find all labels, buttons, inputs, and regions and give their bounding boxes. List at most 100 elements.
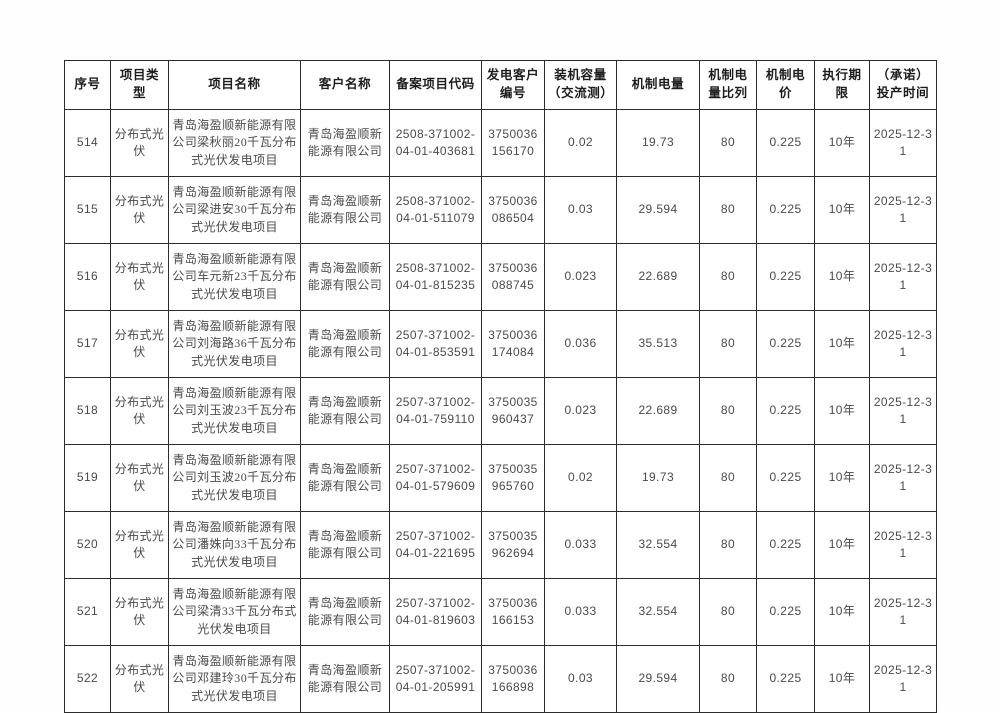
cell-capacity: 0.03: [544, 176, 617, 244]
cell-record-code: 2508-371002-04-01-511079: [389, 176, 482, 244]
cell-seq: 516: [64, 243, 111, 311]
column-header-term: 执行期限: [814, 60, 870, 110]
cell-customer-number: 3750036166898: [481, 645, 545, 713]
project-registry-table: 序号 项目类型 项目名称 客户名称 备案项目代码 发电客户编号 装机容量（交流测…: [64, 60, 937, 713]
cell-customer-number: 3750035965760: [481, 444, 545, 512]
cell-term: 10年: [814, 645, 870, 713]
cell-customer-name: 青岛海盈顺新能源有限公司: [300, 109, 390, 177]
cell-capacity: 0.02: [544, 109, 617, 177]
cell-commission-date: 2025-12-31: [869, 243, 937, 311]
cell-commission-date: 2025-12-31: [869, 511, 937, 579]
cell-mechanism-energy: 19.73: [616, 109, 700, 177]
cell-seq: 522: [64, 645, 111, 713]
column-header-mechanism-energy: 机制电量: [616, 60, 700, 110]
cell-project-name: 青岛海盈顺新能源有限公司梁秋丽20千瓦分布式光伏发电项目: [168, 109, 301, 177]
cell-seq: 518: [64, 377, 111, 445]
table-row: 516 分布式光伏 青岛海盈顺新能源有限公司车元新23千瓦分布式光伏发电项目 青岛海盈…: [64, 243, 937, 311]
cell-record-code: 2507-371002-04-01-579609: [389, 444, 482, 512]
column-header-project-name: 项目名称: [168, 60, 301, 110]
cell-customer-number: 3750036174084: [481, 310, 545, 378]
cell-customer-name: 青岛海盈顺新能源有限公司: [300, 511, 390, 579]
cell-customer-name: 青岛海盈顺新能源有限公司: [300, 310, 390, 378]
cell-term: 10年: [814, 109, 870, 177]
cell-mechanism-energy: 32.554: [616, 578, 700, 646]
table-row: 515 分布式光伏 青岛海盈顺新能源有限公司梁进安30千瓦分布式光伏发电项目 青岛海盈…: [64, 176, 937, 244]
cell-project-type: 分布式光伏: [110, 645, 169, 713]
cell-mechanism-energy: 29.594: [616, 176, 700, 244]
column-header-capacity: 装机容量（交流测）: [544, 60, 617, 110]
cell-term: 10年: [814, 310, 870, 378]
header-row: 序号 项目类型 项目名称 客户名称 备案项目代码 发电客户编号 装机容量（交流测…: [64, 60, 937, 110]
cell-mechanism-energy: 35.513: [616, 310, 700, 378]
cell-commission-date: 2025-12-31: [869, 176, 937, 244]
cell-project-name: 青岛海盈顺新能源有限公司刘玉波20千瓦分布式光伏发电项目: [168, 444, 301, 512]
cell-project-type: 分布式光伏: [110, 377, 169, 445]
cell-term: 10年: [814, 444, 870, 512]
cell-mechanism-ratio: 80: [699, 243, 757, 311]
cell-customer-name: 青岛海盈顺新能源有限公司: [300, 243, 390, 311]
cell-commission-date: 2025-12-31: [869, 310, 937, 378]
cell-mechanism-energy: 19.73: [616, 444, 700, 512]
column-header-customer-number: 发电客户编号: [481, 60, 545, 110]
table-row: 521 分布式光伏 青岛海盈顺新能源有限公司梁清33千瓦分布式光伏发电项目 青岛海盈顺…: [64, 578, 937, 646]
cell-mechanism-price: 0.225: [756, 176, 815, 244]
cell-term: 10年: [814, 511, 870, 579]
cell-project-name: 青岛海盈顺新能源有限公司潘姝向33千瓦分布式光伏发电项目: [168, 511, 301, 579]
cell-mechanism-ratio: 80: [699, 645, 757, 713]
cell-capacity: 0.033: [544, 578, 617, 646]
cell-customer-number: 3750035962694: [481, 511, 545, 579]
cell-customer-number: 3750036156170: [481, 109, 545, 177]
cell-customer-name: 青岛海盈顺新能源有限公司: [300, 444, 390, 512]
column-header-mechanism-ratio: 机制电量比列: [699, 60, 757, 110]
column-header-customer-name: 客户名称: [300, 60, 390, 110]
cell-mechanism-energy: 22.689: [616, 377, 700, 445]
table-row: 520 分布式光伏 青岛海盈顺新能源有限公司潘姝向33千瓦分布式光伏发电项目 青岛海盈…: [64, 511, 937, 579]
cell-capacity: 0.036: [544, 310, 617, 378]
cell-project-name: 青岛海盈顺新能源有限公司邓建玲30千瓦分布式光伏发电项目: [168, 645, 301, 713]
cell-commission-date: 2025-12-31: [869, 645, 937, 713]
cell-commission-date: 2025-12-31: [869, 578, 937, 646]
cell-seq: 515: [64, 176, 111, 244]
cell-mechanism-ratio: 80: [699, 176, 757, 244]
cell-mechanism-ratio: 80: [699, 511, 757, 579]
cell-commission-date: 2025-12-31: [869, 444, 937, 512]
table-body: 514 分布式光伏 青岛海盈顺新能源有限公司梁秋丽20千瓦分布式光伏发电项目 青岛海盈…: [64, 109, 937, 713]
cell-customer-number: 3750036086504: [481, 176, 545, 244]
cell-project-name: 青岛海盈顺新能源有限公司梁清33千瓦分布式光伏发电项目: [168, 578, 301, 646]
cell-mechanism-price: 0.225: [756, 645, 815, 713]
cell-project-type: 分布式光伏: [110, 578, 169, 646]
cell-mechanism-price: 0.225: [756, 243, 815, 311]
cell-customer-name: 青岛海盈顺新能源有限公司: [300, 176, 390, 244]
cell-capacity: 0.023: [544, 243, 617, 311]
column-header-seq: 序号: [64, 60, 111, 110]
cell-capacity: 0.023: [544, 377, 617, 445]
cell-project-type: 分布式光伏: [110, 444, 169, 512]
cell-project-name: 青岛海盈顺新能源有限公司车元新23千瓦分布式光伏发电项目: [168, 243, 301, 311]
cell-customer-name: 青岛海盈顺新能源有限公司: [300, 645, 390, 713]
cell-mechanism-energy: 22.689: [616, 243, 700, 311]
cell-project-type: 分布式光伏: [110, 310, 169, 378]
cell-customer-name: 青岛海盈顺新能源有限公司: [300, 377, 390, 445]
cell-mechanism-energy: 32.554: [616, 511, 700, 579]
cell-mechanism-price: 0.225: [756, 377, 815, 445]
cell-mechanism-price: 0.225: [756, 109, 815, 177]
cell-seq: 519: [64, 444, 111, 512]
cell-mechanism-price: 0.225: [756, 578, 815, 646]
cell-project-name: 青岛海盈顺新能源有限公司刘海路36千瓦分布式光伏发电项目: [168, 310, 301, 378]
cell-mechanism-ratio: 80: [699, 109, 757, 177]
cell-term: 10年: [814, 578, 870, 646]
table-row: 522 分布式光伏 青岛海盈顺新能源有限公司邓建玲30千瓦分布式光伏发电项目 青岛海盈…: [64, 645, 937, 713]
cell-commission-date: 2025-12-31: [869, 377, 937, 445]
cell-capacity: 0.033: [544, 511, 617, 579]
cell-capacity: 0.03: [544, 645, 617, 713]
table-container: 序号 项目类型 项目名称 客户名称 备案项目代码 发电客户编号 装机容量（交流测…: [64, 60, 937, 713]
table-header: 序号 项目类型 项目名称 客户名称 备案项目代码 发电客户编号 装机容量（交流测…: [64, 60, 937, 110]
cell-customer-name: 青岛海盈顺新能源有限公司: [300, 578, 390, 646]
cell-project-type: 分布式光伏: [110, 176, 169, 244]
cell-mechanism-price: 0.225: [756, 310, 815, 378]
cell-project-name: 青岛海盈顺新能源有限公司刘玉波23千瓦分布式光伏发电项目: [168, 377, 301, 445]
column-header-project-type: 项目类型: [110, 60, 169, 110]
cell-seq: 514: [64, 109, 111, 177]
cell-record-code: 2507-371002-04-01-759110: [389, 377, 482, 445]
